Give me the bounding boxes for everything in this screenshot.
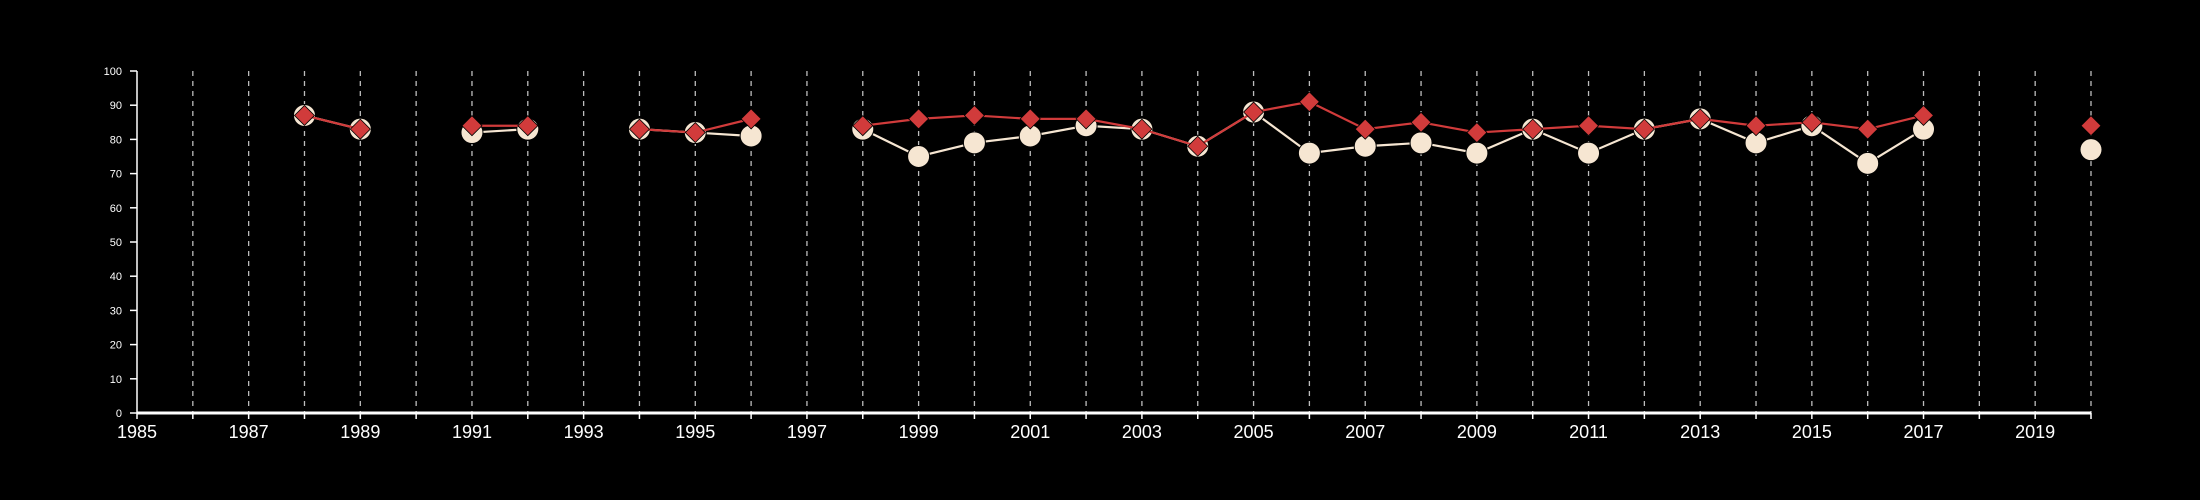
data-point-diamond bbox=[963, 104, 985, 127]
data-point-diamond bbox=[293, 104, 316, 127]
data-point-diamond bbox=[1466, 121, 1488, 144]
x-tick-label: 2001 bbox=[1010, 422, 1050, 442]
y-tick-label: 100 bbox=[104, 66, 122, 78]
y-tick-label: 50 bbox=[110, 237, 122, 249]
x-tick-label: 1995 bbox=[675, 422, 715, 442]
data-point-circle bbox=[1577, 141, 1601, 165]
data-point-diamond bbox=[684, 121, 706, 144]
x-tick-label: 2017 bbox=[1903, 422, 1943, 442]
data-point-diamond bbox=[1522, 118, 1544, 140]
data-point-diamond bbox=[1243, 101, 1265, 123]
x-tick-label: 1989 bbox=[340, 422, 380, 442]
y-tick-label: 80 bbox=[110, 134, 122, 146]
y-tick-label: 10 bbox=[110, 374, 122, 386]
data-point-diamond bbox=[852, 115, 874, 137]
data-point-diamond bbox=[1689, 108, 1711, 130]
data-point-diamond bbox=[1577, 115, 1600, 137]
data-point-circle bbox=[1856, 151, 1880, 175]
data-point-diamond bbox=[1298, 91, 1320, 113]
x-tick-label: 2015 bbox=[1792, 422, 1832, 442]
data-point-diamond bbox=[1633, 118, 1655, 140]
series-diamond bbox=[293, 91, 2102, 157]
data-point-diamond bbox=[1410, 111, 1432, 133]
data-point-circle bbox=[907, 145, 931, 168]
y-tick-label: 30 bbox=[110, 305, 122, 317]
x-tick-label: 1991 bbox=[452, 422, 492, 442]
data-point-diamond bbox=[1745, 115, 1767, 137]
data-point-diamond bbox=[628, 118, 651, 140]
data-point-circle bbox=[1465, 141, 1489, 165]
x-tick-label: 2005 bbox=[1234, 422, 1274, 442]
data-point-diamond bbox=[1019, 108, 1041, 130]
data-point-diamond bbox=[1131, 118, 1153, 140]
y-tick-label: 90 bbox=[110, 100, 122, 112]
x-tick-label: 2011 bbox=[1569, 422, 1608, 442]
data-point-diamond bbox=[349, 118, 371, 140]
y-tick-label: 0 bbox=[116, 408, 122, 420]
axes: 0 10 20 30 40 50 60 70 80 90 100 1985 1987 1989 1991 19… bbox=[104, 66, 2092, 442]
series-line-segment bbox=[304, 114, 361, 131]
y-tick-label: 40 bbox=[110, 271, 122, 283]
x-tick-label: 2007 bbox=[1345, 422, 1385, 442]
y-tick-label: 60 bbox=[110, 203, 122, 215]
data-point-diamond bbox=[1075, 108, 1097, 130]
series-group bbox=[292, 91, 2103, 175]
x-tick-label: 1997 bbox=[787, 422, 827, 442]
x-tick-label: 1999 bbox=[899, 422, 939, 442]
x-tick-label: 2009 bbox=[1457, 422, 1497, 442]
data-point-diamond bbox=[1912, 104, 1935, 127]
x-tick-label: 2013 bbox=[1680, 422, 1720, 442]
y-tick-label: 70 bbox=[110, 169, 122, 181]
data-point-diamond bbox=[2080, 115, 2102, 137]
data-point-circle bbox=[2079, 138, 2103, 162]
data-point-diamond bbox=[908, 108, 930, 130]
vertical-gridlines bbox=[192, 71, 2092, 413]
data-point-diamond bbox=[461, 115, 483, 137]
y-tick-label: 20 bbox=[110, 340, 122, 352]
x-tick-label: 1987 bbox=[229, 422, 269, 442]
x-tick-label: 2019 bbox=[2015, 422, 2055, 442]
data-point-diamond bbox=[740, 108, 762, 130]
data-point-diamond bbox=[1187, 135, 1209, 157]
data-point-diamond bbox=[1801, 111, 1823, 133]
data-point-circle bbox=[1297, 141, 1321, 165]
data-point-circle bbox=[962, 131, 986, 155]
x-tick-label: 1993 bbox=[564, 422, 604, 442]
x-tick-label: 2003 bbox=[1122, 422, 1162, 442]
x-tick-label: 1985 bbox=[117, 422, 157, 442]
data-point-circle bbox=[1409, 131, 1433, 155]
data-point-diamond bbox=[517, 115, 539, 137]
data-point-diamond bbox=[1857, 118, 1879, 140]
data-point-diamond bbox=[1354, 118, 1376, 140]
